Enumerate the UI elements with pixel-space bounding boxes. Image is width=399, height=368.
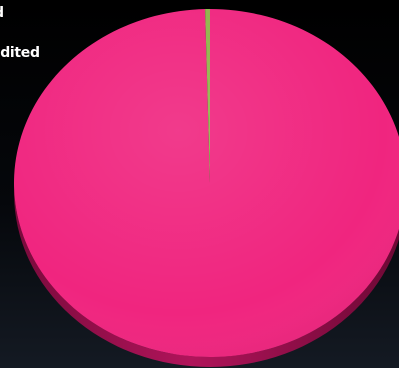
- legend-item-d[interactable]: d: [0, 3, 40, 23]
- pie-top: [14, 9, 399, 357]
- pie-slice-d[interactable]: [14, 9, 399, 357]
